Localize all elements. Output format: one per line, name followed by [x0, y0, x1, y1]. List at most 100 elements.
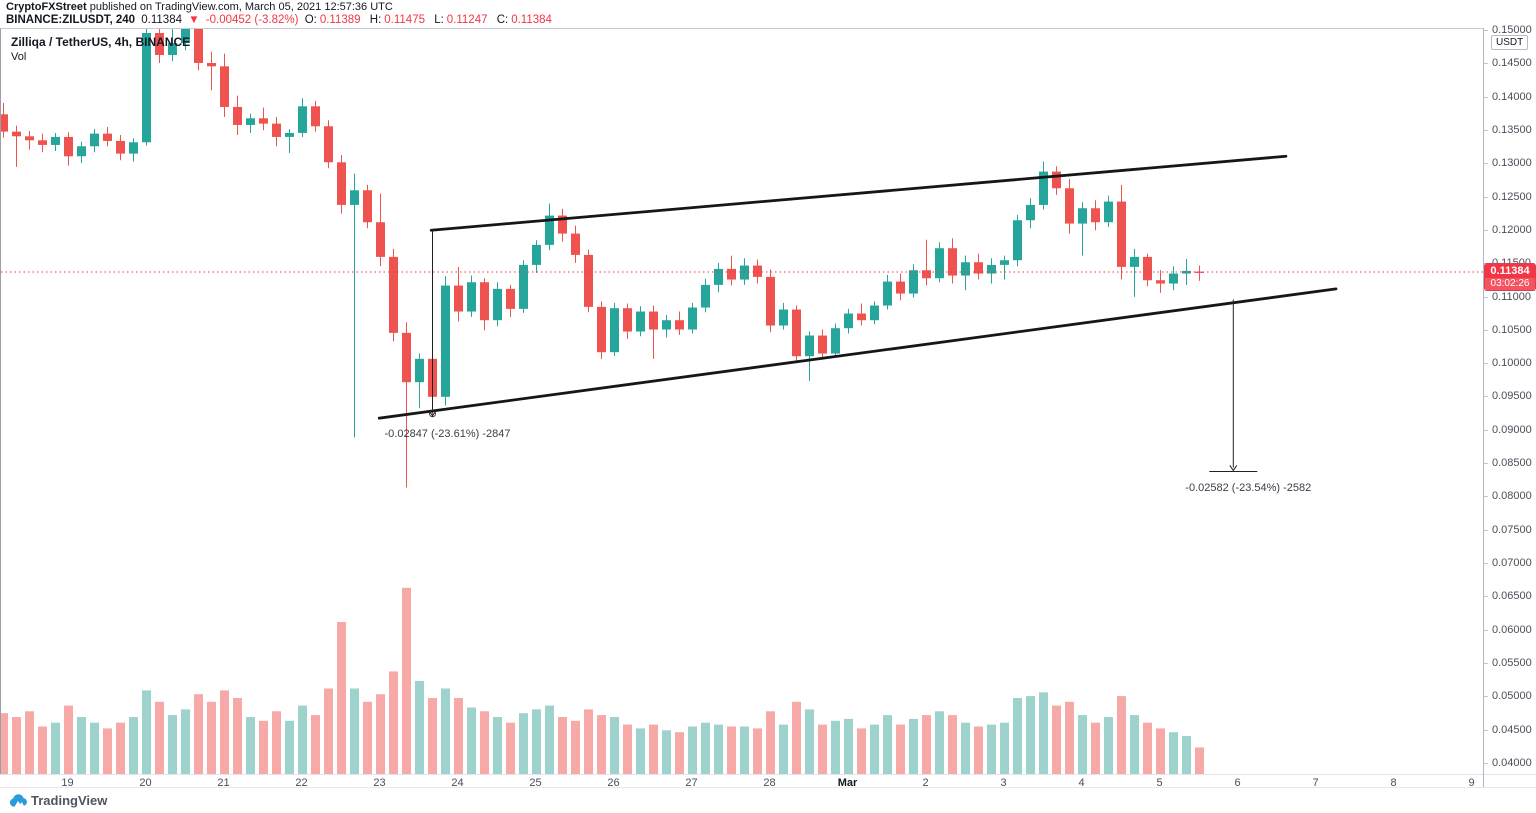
time-tick-label: 21 — [217, 777, 230, 789]
last-price-tag-value: 0.11384 — [1485, 263, 1535, 278]
price-tick-label: 0.07500 — [1492, 523, 1532, 536]
price-tick-label: 0.08500 — [1492, 457, 1532, 470]
price-tick-label: 0.05500 — [1492, 657, 1532, 670]
price-tick-label: 0.12500 — [1492, 190, 1532, 203]
price-tick-mark — [1484, 529, 1488, 531]
price-tick-mark — [1484, 463, 1488, 465]
symbol-ohlc-bar: BINANCE:ZILUSDT, 240 0.11384 ▼ -0.00452 … — [6, 14, 558, 26]
measure-tool-2[interactable] — [1209, 299, 1258, 472]
price-tick-label: 0.04000 — [1492, 756, 1532, 769]
axis-corner-divider — [1483, 774, 1484, 787]
price-tick-mark — [1484, 263, 1488, 265]
chart-pane[interactable]: Zilliqa / TetherUS, 4h, BINANCE Vol -0.0… — [0, 13, 1483, 774]
time-tick-label: 19 — [61, 777, 74, 789]
price-tick-label: 0.11000 — [1492, 290, 1531, 303]
price-tick-label: 0.14500 — [1492, 57, 1532, 70]
price-tick-mark — [1484, 296, 1488, 298]
price-tick-label: 0.09500 — [1492, 390, 1532, 403]
price-tick-mark — [1484, 196, 1488, 198]
price-tick-label: 0.04500 — [1492, 723, 1532, 736]
measure-tool-1[interactable] — [428, 230, 437, 418]
time-axis[interactable]: 19 20 21 22 23 24 25 26 27 28 Mar 2 3 4 5 6 7 8 9 — [0, 774, 1536, 789]
price-tick-mark — [1484, 663, 1488, 665]
price-tick-label: 0.13500 — [1492, 123, 1532, 136]
price-tick-mark — [1484, 96, 1488, 98]
volume-bars — [0, 587, 1204, 774]
price-tick-mark — [1484, 563, 1488, 565]
price-tick-mark — [1484, 729, 1488, 731]
time-tick-label: 5 — [1156, 777, 1163, 789]
symbol-interval: BINANCE:ZILUSDT, 240 — [6, 14, 136, 26]
price-tick-label: 0.10000 — [1492, 357, 1532, 370]
high-label: H: — [369, 14, 382, 26]
close-label: C: — [496, 14, 509, 26]
time-tick-label: 28 — [763, 777, 776, 789]
author-name: CryptoFXStreet — [6, 1, 87, 13]
price-tick-mark — [1484, 329, 1488, 331]
price-tick-label: 0.07000 — [1492, 557, 1532, 570]
price-tick-label: 0.14000 — [1492, 90, 1532, 103]
tradingview-logo-icon[interactable] — [9, 793, 28, 808]
measure-label-2: -0.02582 (-23.54%) -2582 — [1185, 482, 1312, 495]
price-tick-label: 0.09000 — [1492, 423, 1532, 436]
price-tick-label: 0.13000 — [1492, 157, 1532, 170]
price-tick-mark — [1484, 63, 1488, 65]
last-price-value: 0.11384 — [141, 14, 182, 26]
price-tick-mark — [1484, 30, 1488, 31]
volume-indicator-label: Vol — [11, 51, 27, 63]
chart-legend: Zilliqa / TetherUS, 4h, BINANCE Vol — [11, 35, 190, 65]
low-value: 0.11247 — [446, 14, 488, 26]
byline-text: published on TradingView.com, March 05, … — [86, 1, 393, 13]
open-value: 0.11389 — [319, 14, 361, 26]
close-value: 0.11384 — [511, 14, 552, 26]
trendline-upper-channel[interactable] — [429, 154, 1288, 232]
price-tick-label: 0.10500 — [1492, 323, 1532, 336]
price-chart[interactable] — [0, 13, 1483, 774]
price-tick-mark — [1484, 496, 1488, 498]
price-tick-mark — [1484, 596, 1488, 598]
measure-label-1: -0.02847 (-23.61%) -2847 — [384, 427, 511, 440]
time-tick-label: 4 — [1078, 777, 1085, 789]
time-tick-label: 6 — [1234, 777, 1241, 789]
last-price-tag: 0.11384 03:02:26 — [1485, 263, 1535, 290]
down-arrow-icon: ▼ — [188, 14, 200, 26]
time-tick-label: 20 — [139, 777, 152, 789]
price-tick-mark — [1484, 163, 1488, 165]
time-tick-label: 27 — [685, 777, 698, 789]
price-tick-mark — [1484, 629, 1488, 631]
candles — [0, 13, 1204, 488]
chart-title: Zilliqa / TetherUS, 4h, BINANCE — [11, 35, 191, 49]
time-tick-label: 23 — [373, 777, 386, 789]
open-label: O: — [304, 14, 317, 26]
price-tick-label: 0.06500 — [1492, 590, 1532, 603]
price-tick-label: 0.15000 — [1492, 24, 1532, 36]
time-tick-label: 25 — [529, 777, 542, 789]
time-tick-label: 22 — [295, 777, 308, 789]
low-label: L: — [434, 14, 444, 26]
price-tick-mark — [1484, 696, 1488, 698]
price-tick-label: 0.08000 — [1492, 490, 1532, 503]
time-tick-label: 8 — [1390, 777, 1397, 789]
bar-countdown: 03:02:26 — [1485, 277, 1535, 290]
price-tick-label: 0.06000 — [1492, 623, 1532, 636]
price-tick-label: 0.12000 — [1492, 223, 1532, 236]
currency-unit-chip[interactable]: USDT — [1491, 35, 1529, 50]
price-tick-mark — [1484, 762, 1488, 764]
time-tick-label: 24 — [451, 777, 464, 789]
publish-byline: CryptoFXStreet published on TradingView.… — [6, 1, 393, 13]
time-tick-label: 7 — [1312, 777, 1319, 789]
price-tick-label: 0.05000 — [1492, 690, 1532, 703]
high-value: 0.11475 — [384, 14, 425, 26]
tradingview-brand-text[interactable]: TradingView — [31, 793, 108, 808]
price-tick-mark — [1484, 129, 1488, 131]
price-tick-mark — [1484, 429, 1488, 431]
price-tick-mark — [1484, 363, 1488, 365]
time-tick-label: Mar — [837, 777, 858, 789]
time-tick-label: 9 — [1468, 777, 1475, 789]
price-axis[interactable]: USDT 0.15000 0.14500 0.14000 0.13500 0.13000… — [1483, 24, 1536, 786]
attribution-bar: TradingView — [0, 787, 1536, 813]
time-tick-label: 2 — [922, 777, 929, 789]
trendline-lower-channel[interactable] — [377, 287, 1338, 420]
price-change: -0.00452 (-3.82%) — [205, 14, 299, 26]
time-tick-label: 3 — [1000, 777, 1007, 789]
